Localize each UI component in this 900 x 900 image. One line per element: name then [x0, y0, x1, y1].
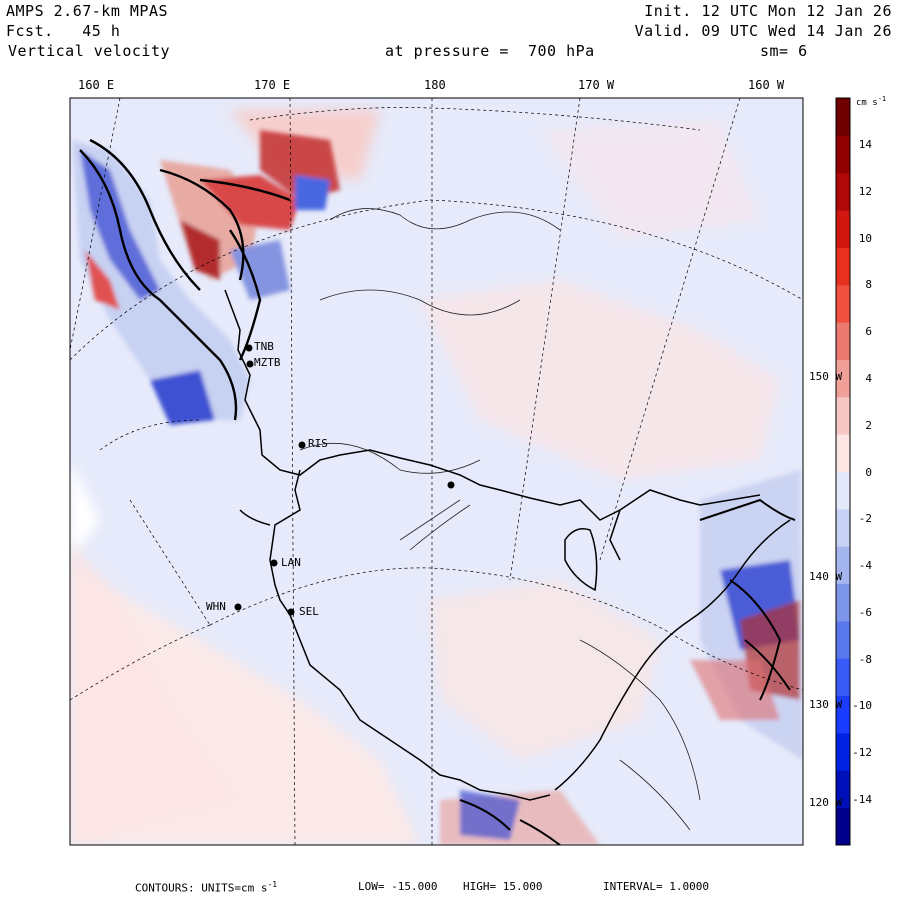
colorbar-tick-label: 10: [858, 231, 872, 245]
lat-label-150w: 150 W: [809, 370, 843, 383]
colorbar-tick-label: 4: [865, 371, 872, 385]
colorbar-swatch: [836, 322, 850, 360]
station-dot-lan: [270, 559, 278, 567]
station-label-tnb: TNB: [254, 340, 274, 353]
colorbar-frame: [835, 97, 851, 846]
colorbar-tick-label: -8: [858, 652, 872, 666]
east-ridge-contours: [699, 498, 796, 701]
map-frame: [69, 97, 804, 846]
colorbar-swatch: [836, 508, 850, 547]
footer-units-exp: -1: [267, 880, 278, 889]
station-dot-ris: [298, 441, 306, 449]
lon-label-160e: 160 E: [78, 78, 115, 92]
colorbar-units-exp: -1: [877, 95, 887, 103]
colorbar-swatch: [836, 807, 850, 846]
colorbar-swatch: [836, 770, 850, 809]
colorbar-tick-label: -6: [858, 605, 872, 619]
lat-label-130w: 130 W: [809, 698, 843, 711]
station-dot-inland: [447, 481, 455, 489]
colorbar-tick-label: 0: [865, 465, 872, 479]
colorbar-tick-label: 6: [865, 325, 872, 339]
station-dot-tnb: [245, 344, 253, 352]
lon-label-170e: 170 E: [254, 78, 291, 92]
graticule: [70, 98, 803, 845]
colorbar-swatch: [836, 546, 850, 585]
coastline: [224, 289, 791, 801]
colorbar-swatch: [836, 732, 850, 771]
station-markers: [234, 344, 455, 616]
footer-contours: CONTOURS: UNITS=cm s-1: [135, 880, 277, 895]
station-label-whn: WHN: [206, 600, 226, 613]
colorbar-swatch: [836, 210, 850, 248]
ridge-contours: [79, 138, 291, 421]
colorbar-tick-label: 12: [858, 184, 872, 198]
lon-label-170w: 170 W: [578, 78, 615, 92]
colorbar-swatch: [836, 396, 850, 435]
station-label-ris: RIS: [308, 437, 328, 450]
colorbar-tick-label: -2: [858, 512, 872, 526]
colorbar-swatch: [836, 620, 850, 659]
lon-label-180: 180: [424, 78, 446, 92]
footer-low: LOW= -15.000: [358, 880, 438, 893]
map-field: [70, 98, 803, 845]
field-broad-shading: [70, 110, 780, 845]
lat-label-120w: 120 W: [809, 796, 843, 809]
colorbar-tick-label: -10: [852, 699, 872, 713]
smoothing: sm= 6: [760, 42, 808, 60]
colorbar-tick-label: -14: [852, 793, 872, 806]
station-label-sel: SEL: [299, 605, 319, 618]
valid-time: Valid. 09 UTC Wed 14 Jan 26: [634, 22, 892, 40]
thin-contours: [299, 208, 701, 831]
footer-interval: INTERVAL= 1.0000: [603, 880, 709, 893]
model-title: AMPS 2.67-km MPAS: [6, 2, 169, 20]
colorbar-tick-label: 2: [865, 418, 872, 432]
colorbar-tick-label: 14: [858, 138, 872, 151]
station-label-mztb: MZTB: [254, 356, 281, 369]
colorbar-swatch: [836, 471, 850, 510]
colorbar-units-text: cm s: [856, 98, 878, 108]
colorbar-swatch: [836, 98, 850, 136]
colorbar-tick-label: -4: [858, 559, 872, 573]
south-ridge-contours: [459, 799, 561, 845]
footer-units: CONTOURS: UNITS=cm s: [135, 881, 268, 895]
colorbar-tick-label: 8: [865, 278, 872, 292]
station-dot-whn: [234, 603, 242, 611]
colorbar-swatch: [836, 695, 850, 734]
colorbar-swatch: [836, 434, 850, 472]
colorbar: [836, 98, 850, 846]
colorbar-swatch: [836, 172, 850, 211]
lon-label-160w: 160 W: [748, 78, 785, 92]
footer-high: HIGH= 15.000: [463, 880, 543, 893]
colorbar-swatch: [836, 135, 850, 174]
station-label-lan: LAN: [281, 556, 301, 569]
colorbar-swatch: [836, 247, 850, 286]
station-dot-mztb: [246, 360, 254, 368]
pressure-level: at pressure = 700 hPa: [385, 42, 595, 60]
colorbar-swatch: [836, 284, 850, 323]
colorbar-swatch: [836, 583, 850, 622]
colorbar-swatch: [836, 658, 850, 697]
colorbar-tick-label: -12: [852, 746, 872, 760]
field-name: Vertical velocity: [8, 42, 171, 60]
forecast-hour: Fcst. 45 h: [6, 22, 121, 40]
lat-label-140w: 140 W: [809, 570, 843, 583]
colorbar-swatch: [836, 359, 850, 398]
colorbar-units: cm s-1: [856, 95, 886, 108]
init-time: Init. 12 UTC Mon 12 Jan 26: [644, 2, 892, 20]
station-dot-sel: [287, 608, 295, 616]
